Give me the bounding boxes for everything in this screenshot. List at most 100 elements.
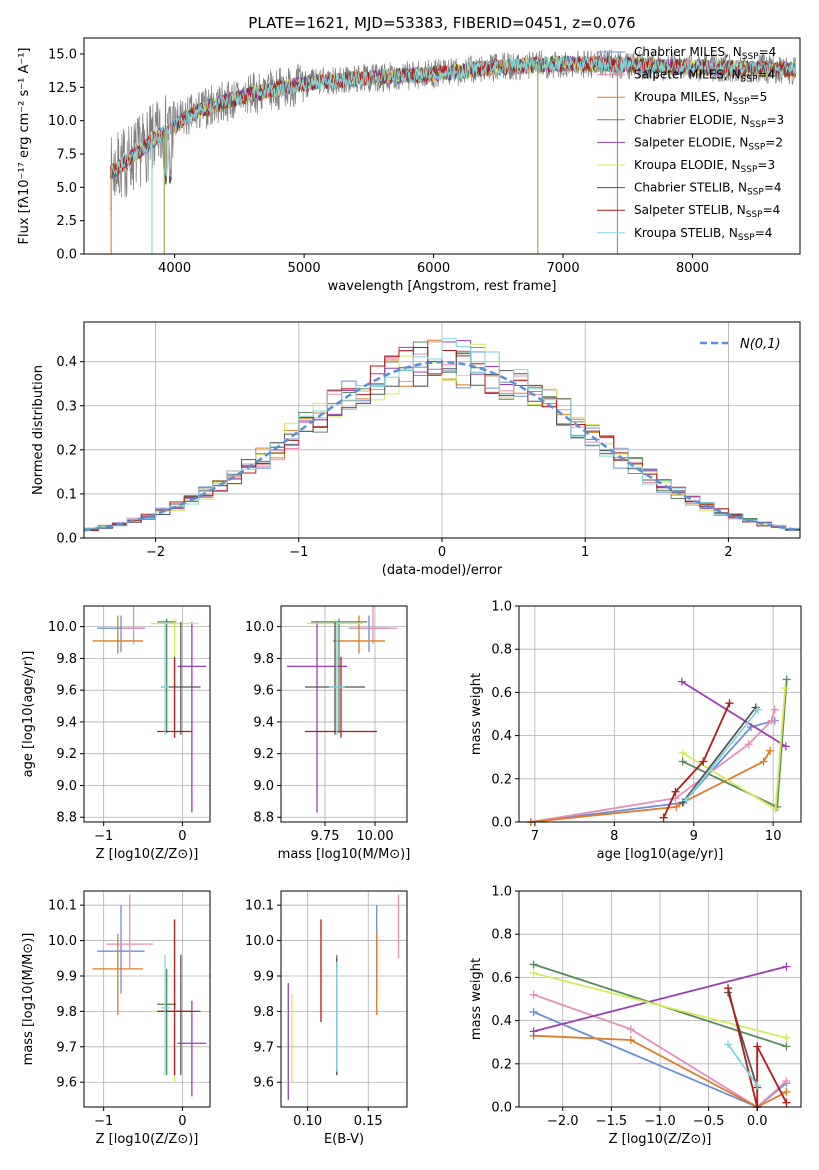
mass-weight-marker bbox=[759, 757, 768, 766]
legend-entry: Kroupa MILES, NSSP=5 bbox=[634, 90, 767, 107]
mass-weight-line bbox=[530, 719, 776, 823]
x-axis-label: E(B-V) bbox=[324, 1132, 364, 1147]
spectrum-panel: PLATE=1621, MJD=53383, FIBERID=0451, z=0… bbox=[17, 14, 801, 294]
residuals-plot-area bbox=[84, 338, 800, 532]
legend-entry: Kroupa STELIB, NSSP=4 bbox=[634, 226, 772, 243]
y-tick-label: 9.8 bbox=[56, 652, 77, 667]
legend-entry: Chabrier MILES, NSSP=4 bbox=[634, 45, 776, 62]
age-vs-Z-panel: −1 0 8.8 9.0 9.2 9.4 9.6 9.8 10.0 Z [log10(Z/Z⊙)]… bbox=[21, 605, 211, 862]
y-tick-label: 0.4 bbox=[491, 729, 512, 744]
legend-subscript: SSP bbox=[733, 97, 750, 107]
mass-weight-marker bbox=[678, 757, 687, 766]
legend-subscript: SSP bbox=[746, 210, 763, 220]
y-tick-label: 0.0 bbox=[56, 248, 77, 263]
x-axis-label: Z [log10(Z/Z⊙)] bbox=[96, 1132, 199, 1147]
mass-weight-marker bbox=[659, 813, 668, 822]
mass-weight-marker bbox=[626, 1036, 635, 1045]
x-tick-label: 5000 bbox=[288, 261, 321, 276]
legend-text: Chabrier STELIB, N bbox=[634, 181, 747, 195]
axes-frame bbox=[83, 605, 211, 823]
y-tick-label: 0.2 bbox=[56, 443, 77, 458]
legend-entry: Kroupa ELODIE, NSSP=3 bbox=[634, 158, 775, 175]
legend-subscript: SSP bbox=[750, 120, 767, 130]
legend-entry: Salpeter MILES, NSSP=4 bbox=[634, 68, 775, 85]
x-tick-label: 7 bbox=[531, 829, 539, 844]
x-tick-label: 9.75 bbox=[311, 829, 340, 844]
axes-frame bbox=[83, 890, 211, 1108]
mass-weight-line bbox=[727, 987, 788, 1108]
y-tick-label: 15.0 bbox=[48, 48, 77, 63]
mass-weight-marker bbox=[529, 1027, 538, 1036]
y-tick-label: 0.3 bbox=[56, 399, 77, 414]
mass-vs-EBV-plot-area bbox=[287, 894, 400, 1100]
legend-text: Chabrier ELODIE, N bbox=[634, 113, 750, 127]
legend-text: Salpeter STELIB, N bbox=[634, 203, 746, 217]
mass-weight-line bbox=[685, 709, 759, 801]
x-axis-label: age [log10(age/yr)] bbox=[597, 847, 724, 862]
y-tick-label: 10.1 bbox=[245, 899, 274, 914]
legend-value: =4 bbox=[764, 181, 782, 195]
y-tick-label: 10.0 bbox=[48, 934, 77, 949]
x-tick-label: 1 bbox=[581, 545, 589, 560]
y-tick-label: 9.2 bbox=[253, 747, 274, 762]
y-tick-label: 9.0 bbox=[253, 779, 274, 794]
x-tick-label: 8000 bbox=[676, 261, 709, 276]
y-tick-label: 9.9 bbox=[253, 969, 274, 984]
y-tick-label: 9.9 bbox=[56, 969, 77, 984]
mass-weight-marker bbox=[677, 677, 686, 686]
x-tick-label: 2 bbox=[724, 545, 732, 560]
gaussian-curve bbox=[84, 360, 800, 532]
y-tick-label: 9.4 bbox=[253, 715, 274, 730]
y-tick-label: 9.8 bbox=[253, 1005, 274, 1020]
age-vs-Z-plot-area bbox=[92, 606, 207, 813]
mass-weight-marker bbox=[699, 757, 708, 766]
legend-subscript: SSP bbox=[741, 75, 758, 85]
mass-vs-Z-panel: −1 0 9.6 9.7 9.8 9.9 10.0 10.1 Z [log10(Z/Z⊙)] ma… bbox=[21, 890, 211, 1147]
x-axis-label: Z [log10(Z/Z⊙)] bbox=[96, 847, 199, 862]
x-tick-label: 10.00 bbox=[356, 829, 393, 844]
legend-text: Kroupa STELIB, N bbox=[634, 226, 738, 240]
mass-weight-line bbox=[682, 679, 788, 809]
mass-weight-marker bbox=[782, 962, 791, 971]
x-axis-label: wavelength [Angstrom, rest frame] bbox=[328, 279, 557, 294]
mass-weight-marker bbox=[671, 787, 680, 796]
mass-weight-line bbox=[681, 706, 757, 804]
y-tick-label: 0.1 bbox=[56, 487, 77, 502]
legend-entry: Chabrier STELIB, NSSP=4 bbox=[634, 181, 782, 198]
legend-entry: Salpeter STELIB, NSSP=4 bbox=[634, 203, 780, 220]
x-tick-label: −1.0 bbox=[644, 1114, 676, 1129]
weight-vs-age-panel: 7 8 9 10 0.0 0.2 0.4 0.6 0.8 1.0 age [log10(age/yr… bbox=[469, 600, 802, 862]
residuals-panel: −2 −1 0 1 2 0.0 0.1 0.2 0.3 0.4 (data-model)/error… bbox=[31, 321, 801, 578]
x-tick-label: −0.5 bbox=[693, 1114, 725, 1129]
y-tick-label: 9.6 bbox=[253, 1076, 274, 1091]
mass-vs-EBV-panel: 0.10 0.15 9.6 9.7 9.8 9.9 10.0 10.1 E(B-V) bbox=[245, 890, 408, 1147]
y-tick-label: 9.6 bbox=[253, 684, 274, 699]
x-tick-label: −1 bbox=[94, 829, 113, 844]
legend-text: Chabrier MILES, N bbox=[634, 45, 742, 59]
y-axis-label: Normed distribution bbox=[31, 365, 46, 495]
age-vs-mass-panel: 9.75 10.00 8.8 9.0 9.2 9.4 9.6 9.8 10.0 mass [log… bbox=[245, 605, 411, 862]
legend-entry: N(0,1) bbox=[740, 337, 781, 352]
mass-weight-marker bbox=[770, 705, 779, 714]
y-tick-label: 10.0 bbox=[48, 620, 77, 635]
y-tick-label: 0.4 bbox=[491, 1014, 512, 1029]
y-tick-label: 8.8 bbox=[56, 811, 77, 826]
mass-weight-marker bbox=[753, 1042, 762, 1051]
mass-weight-marker bbox=[725, 699, 734, 708]
axes-frame bbox=[83, 37, 801, 255]
legend-value: =3 bbox=[766, 113, 784, 127]
mass-weight-marker bbox=[782, 1042, 791, 1051]
mass-weight-line bbox=[530, 709, 776, 823]
y-tick-label: 0.2 bbox=[491, 772, 512, 787]
x-tick-label: −1.5 bbox=[596, 1114, 628, 1129]
x-axis-label: mass [log10(M/M⊙)] bbox=[278, 847, 411, 862]
weight-vs-Z-panel: −2.0 −1.5 −1.0 −0.5 0.0 0.0 0.2 0.4 0.6 0.8 1.0 Z [… bbox=[469, 885, 802, 1147]
mass-weight-line bbox=[533, 965, 787, 1033]
y-tick-label: 0.0 bbox=[491, 1101, 512, 1116]
y-tick-label: 8.8 bbox=[253, 811, 274, 826]
x-tick-label: 0 bbox=[178, 1114, 186, 1129]
x-tick-label: −2 bbox=[146, 545, 165, 560]
mass-weight-marker bbox=[781, 742, 790, 751]
mass-weight-marker bbox=[782, 1077, 791, 1086]
